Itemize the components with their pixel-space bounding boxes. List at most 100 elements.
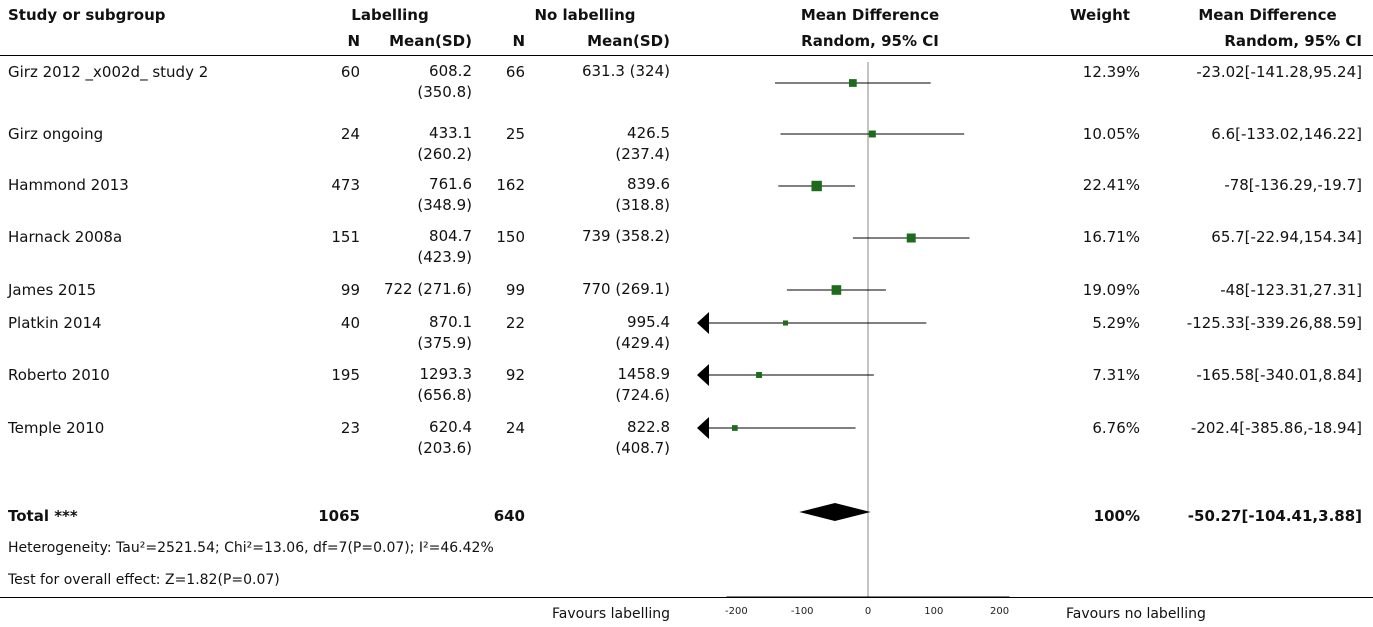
total-diamond <box>799 503 871 521</box>
study-name: Girz ongoing <box>8 125 104 143</box>
weight-value: 12.39% <box>1082 63 1140 81</box>
overall-effect-text: Test for overall effect: Z=1.82(P=0.07) <box>8 572 280 588</box>
header-mean2: Mean(SD) <box>587 32 670 50</box>
ci-arrow-6 <box>697 312 709 334</box>
tick-label-5: 200 <box>990 606 1009 617</box>
total-n1: 1065 <box>318 507 360 525</box>
n2-value: 162 <box>496 176 525 194</box>
mean2-a: 426.5 <box>627 124 670 142</box>
mean1-b: (260.2) <box>417 145 472 163</box>
total-label: Total *** <box>8 507 78 525</box>
mean1-value: 722 (271.6) <box>380 279 472 300</box>
mean2-b: (237.4) <box>615 145 670 163</box>
study-name: Hammond 2013 <box>8 176 129 194</box>
header-md2-sub: Random, 95% CI <box>1224 32 1362 50</box>
n2-value: 92 <box>505 366 525 384</box>
weight-value: 22.41% <box>1082 176 1140 194</box>
ci-value: -165.58[-340.01,8.84] <box>1196 366 1362 384</box>
mean2-b: (724.6) <box>615 386 670 404</box>
mean1-value: 1293.3 (656.8) <box>380 364 472 406</box>
mean2-value: 839.6 (318.8) <box>560 174 670 216</box>
n2-value: 66 <box>505 63 525 81</box>
tick-label-4: 100 <box>924 606 943 617</box>
mean2-value: 426.5 (237.4) <box>560 123 670 165</box>
mean1-a: 620.4 <box>429 418 472 436</box>
ci-value: -78[-136.29,-19.7] <box>1224 176 1362 194</box>
mean1-b: (203.6) <box>417 439 472 457</box>
weight-value: 16.71% <box>1082 228 1140 246</box>
header-md-title: Mean Difference <box>800 6 940 24</box>
n2-value: 24 <box>505 419 525 437</box>
n1-value: 151 <box>331 228 360 246</box>
tick-label-2: -100 <box>791 606 814 617</box>
header-group2: No labelling <box>534 6 636 24</box>
n1-value: 40 <box>340 314 360 332</box>
n2-value: 25 <box>505 125 525 143</box>
study-name: Harnack 2008a <box>8 228 123 246</box>
ci-value: -202.4[-385.86,-18.94] <box>1190 419 1362 437</box>
total-ci: -50.27[-104.41,3.88] <box>1187 507 1362 525</box>
header-n2: N <box>512 32 525 50</box>
header-md2-title: Mean Difference <box>1198 6 1337 24</box>
study-name: Roberto 2010 <box>8 366 110 384</box>
mean2-value: 1458.9 (724.6) <box>560 364 670 406</box>
n1-value: 473 <box>331 176 360 194</box>
mean2-b: (429.4) <box>615 334 670 352</box>
point-estimate-5 <box>831 285 842 295</box>
weight-value: 19.09% <box>1082 281 1140 299</box>
n2-value: 150 <box>496 228 525 246</box>
ci-value: -23.02[-141.28,95.24] <box>1196 63 1362 81</box>
mean1-value: 608.2 (350.8) <box>380 61 472 103</box>
ci-value: -48[-123.31,27.31] <box>1220 281 1362 299</box>
n1-value: 23 <box>340 419 360 437</box>
heterogeneity-text: Heterogeneity: Tau²=2521.54; Chi²=13.06,… <box>8 540 494 556</box>
n1-value: 60 <box>340 63 360 81</box>
favours-right-label: Favours no labelling <box>1066 606 1206 622</box>
study-name: Girz 2012 _x002d_ study 2 <box>8 63 209 81</box>
mean1-a: 761.6 <box>429 175 472 193</box>
ci-value: -125.33[-339.26,88.59] <box>1186 314 1362 332</box>
mean2-a: 839.6 <box>627 175 670 193</box>
header-weight: Weight <box>1070 6 1130 24</box>
mean1-value: 620.4 (203.6) <box>380 417 472 459</box>
study-name: Temple 2010 <box>8 419 105 437</box>
header-divider <box>0 55 1373 56</box>
header-study: Study or subgroup <box>8 6 166 24</box>
mean1-a: 608.2 <box>429 62 472 80</box>
point-estimate-8 <box>731 425 738 431</box>
mean1-a: 804.7 <box>429 227 472 245</box>
mean1-b: (423.9) <box>417 248 472 266</box>
n1-value: 99 <box>340 281 360 299</box>
mean2-a: 995.4 <box>627 313 670 331</box>
tick-label-1: -200 <box>725 606 748 617</box>
mean2-a: 822.8 <box>627 418 670 436</box>
mean1-a: 870.1 <box>429 313 472 331</box>
header-mean1: Mean(SD) <box>389 32 472 50</box>
mean2-a: 770 (269.1) <box>581 280 670 298</box>
mean2-b: (408.7) <box>615 439 670 457</box>
mean1-a: 433.1 <box>429 124 472 142</box>
n2-value: 22 <box>505 314 525 332</box>
mean1-value: 433.1 (260.2) <box>380 123 472 165</box>
weight-value: 7.31% <box>1092 366 1140 384</box>
header-n1: N <box>347 32 360 50</box>
mean2-value: 631.3 (324) <box>560 61 670 82</box>
mean2-value: 995.4 (429.4) <box>560 312 670 354</box>
point-estimate-4 <box>906 233 916 243</box>
mean2-value: 739 (358.2) <box>560 226 670 247</box>
mean1-b: (348.9) <box>417 196 472 214</box>
n1-value: 195 <box>331 366 360 384</box>
footer-divider <box>0 597 1373 598</box>
study-name: Platkin 2014 <box>8 314 102 332</box>
weight-value: 10.05% <box>1082 125 1140 143</box>
weight-value: 6.76% <box>1092 419 1140 437</box>
tick-label-3: 0 <box>865 606 871 617</box>
mean2-value: 822.8 (408.7) <box>560 417 670 459</box>
n2-value: 99 <box>505 281 525 299</box>
favours-left-label: Favours labelling <box>552 606 670 622</box>
mean2-b: (318.8) <box>615 196 670 214</box>
total-n2: 640 <box>493 507 525 525</box>
mean1-b: (350.8) <box>417 83 472 101</box>
study-name: James 2015 <box>8 281 97 299</box>
